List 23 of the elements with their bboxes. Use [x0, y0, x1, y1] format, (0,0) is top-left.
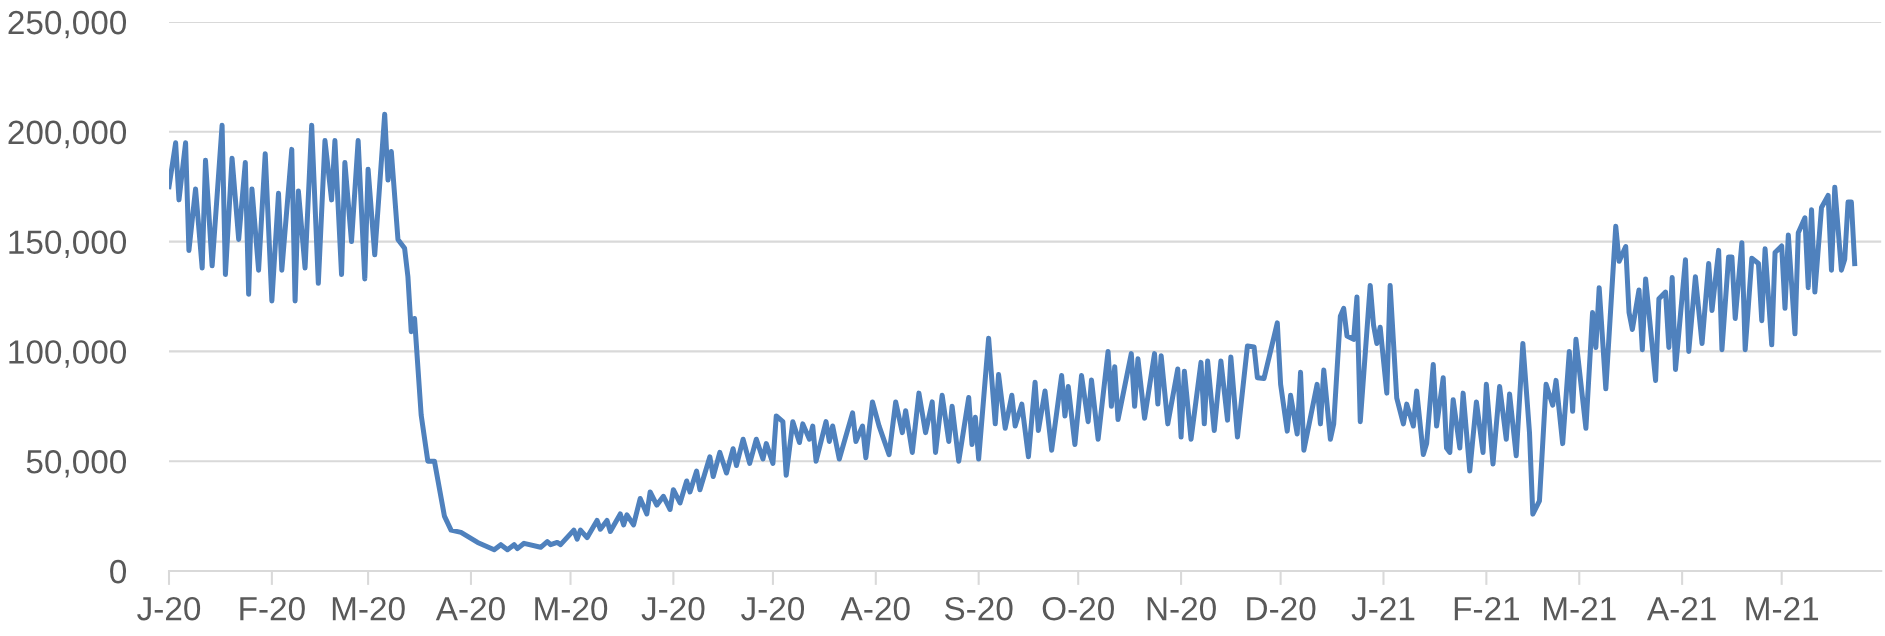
y-tick-label: 200,000 [8, 120, 127, 149]
y-tick-label: 150,000 [9, 230, 127, 258]
x-tick-label: N-20 [1147, 596, 1216, 621]
x-tick-label: M-21 [1746, 596, 1819, 621]
x-tick-label: A-21 [1647, 596, 1716, 621]
x-tick-label: F-21 [1454, 596, 1519, 621]
x-tick-label: J-20 [741, 596, 805, 621]
y-tick-label: 0 [110, 559, 127, 584]
x-tick-label: M-21 [1544, 596, 1616, 621]
y-tick-label: 250,000 [8, 10, 127, 39]
x-tick-label: A-20 [435, 596, 505, 621]
x-tick-label: M-20 [332, 596, 405, 621]
x-tick-label: F-20 [240, 596, 305, 621]
x-tick-label: J-20 [137, 596, 201, 621]
y-tick-label: 50,000 [26, 450, 127, 478]
x-tick-label: S-20 [944, 596, 1013, 621]
y-tick-label: 100,000 [9, 340, 127, 368]
x-tick-label: O-20 [1042, 596, 1114, 621]
x-tick-label: D-20 [1247, 596, 1316, 621]
x-tick-label: M-20 [535, 596, 608, 621]
x-tick-label: A-20 [840, 596, 910, 621]
x-tick-label: J-21 [1351, 596, 1415, 621]
x-tick-label: J-20 [641, 596, 705, 621]
